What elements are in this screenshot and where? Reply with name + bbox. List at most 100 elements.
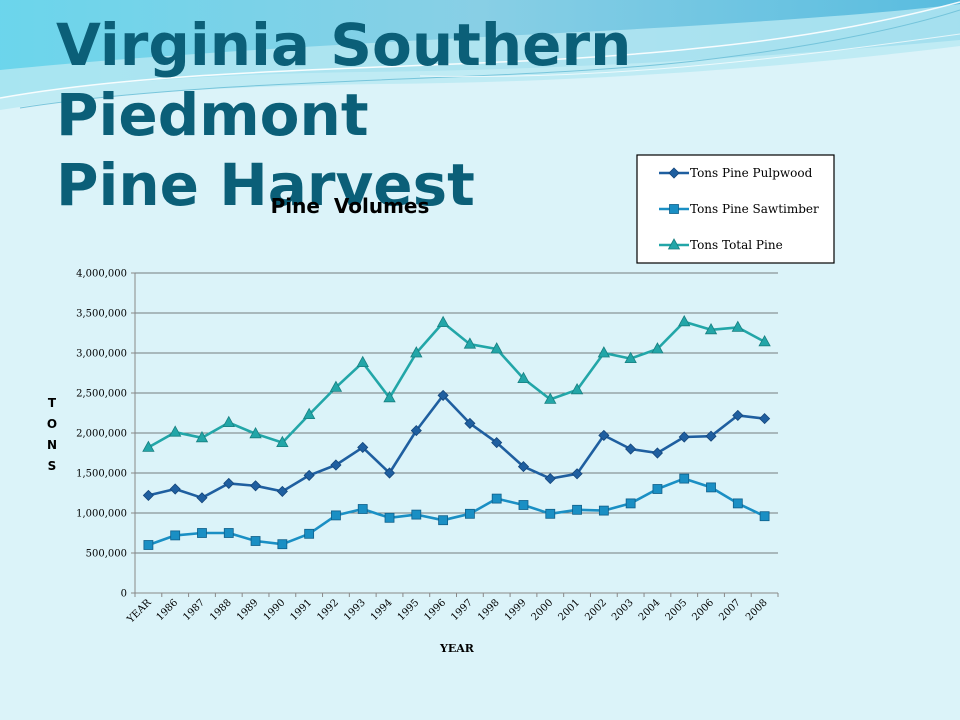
square-marker <box>464 508 475 519</box>
y-tick-label: 2,500,000 <box>76 389 127 400</box>
diamond-marker <box>169 483 181 495</box>
square-marker <box>732 498 743 509</box>
triangle-marker <box>222 415 235 427</box>
x-tick-label: 1987 <box>181 597 207 623</box>
square-marker <box>625 498 636 509</box>
y-axis-label-letter: T <box>48 396 57 410</box>
square-marker <box>759 511 770 522</box>
diamond-marker <box>651 447 664 459</box>
square-marker <box>572 504 582 515</box>
slide-title-line-1: Virginia Southern Piedmont <box>56 11 632 149</box>
square-marker <box>170 530 181 541</box>
square-marker <box>197 528 207 538</box>
y-tick-label: 500,000 <box>86 549 127 560</box>
triangle-marker <box>383 390 396 403</box>
square-marker <box>250 536 261 546</box>
series-group <box>142 314 771 550</box>
diamond-marker <box>303 469 315 481</box>
triangle-marker <box>624 351 637 363</box>
y-tick-label: 1,500,000 <box>76 469 127 480</box>
y-axis-label-letter: O <box>47 417 57 431</box>
x-tick-label: 2006 <box>690 597 716 623</box>
legend-label: Tons Total Pine <box>690 238 783 252</box>
triangle-marker <box>731 320 744 332</box>
header-wave-line-2 <box>19 9 960 109</box>
header-wave-line-3 <box>419 33 960 78</box>
triangle-marker <box>490 342 503 354</box>
header-wave-light <box>0 4 960 110</box>
x-tick-label: YEAR <box>125 597 154 626</box>
y-tick-label: 3,500,000 <box>76 309 127 320</box>
triangle-marker <box>678 314 691 327</box>
square-marker <box>143 540 154 550</box>
triangle-marker <box>544 392 557 404</box>
x-tick-label: 1993 <box>342 597 368 623</box>
legend-label: Tons Pine Sawtimber <box>690 202 819 216</box>
triangle-marker <box>329 380 343 392</box>
square-marker <box>438 515 449 526</box>
diamond-marker <box>249 480 262 492</box>
diamond-marker <box>142 489 154 501</box>
diamond-marker <box>517 461 530 473</box>
series-line <box>147 477 766 547</box>
triangle-marker <box>249 426 262 439</box>
x-axis-ticks: YEAR 1986 1987 1988 1989 1990 1991 1992 1993 1994… <box>125 593 779 626</box>
x-tick-label: 1997 <box>449 597 475 623</box>
square-marker <box>411 509 422 520</box>
y-tick-label: 2,000,000 <box>76 429 127 440</box>
square-marker <box>277 539 288 550</box>
x-axis-label: YEAR <box>439 642 475 655</box>
diamond-marker <box>196 492 208 504</box>
y-tick-label: 3,000,000 <box>76 349 127 360</box>
square-marker <box>652 484 663 494</box>
triangle-marker <box>597 346 611 358</box>
series-tons-pine-sawtimber <box>143 473 770 550</box>
square-marker <box>223 528 234 538</box>
square-marker <box>304 528 315 539</box>
square-marker <box>331 510 341 521</box>
x-tick-label: 1999 <box>503 597 529 623</box>
series-tons-pine-pulpwood <box>142 389 771 504</box>
diamond-marker <box>598 429 610 441</box>
legend-item: Tons Pine Sawtimber <box>659 202 819 216</box>
y-axis-label-letter: S <box>48 459 57 473</box>
square-marker <box>706 482 716 493</box>
x-tick-label: 2000 <box>530 597 556 623</box>
diamond-marker <box>437 389 449 401</box>
x-tick-label: 2005 <box>664 597 690 623</box>
x-tick-label: 2002 <box>583 597 609 623</box>
legend-items: Tons Pine Pulpwood Tons Pine Sawtimber Ton… <box>659 166 819 252</box>
header-wave-line-1 <box>0 1 960 99</box>
triangle-marker <box>142 440 155 452</box>
diamond-marker <box>678 431 690 443</box>
x-tick-label: 1995 <box>396 597 422 623</box>
diamond-marker <box>491 437 503 449</box>
diamond-marker <box>668 167 680 179</box>
triangle-marker <box>410 346 423 358</box>
slide-title-line-2: Pine Harvest <box>56 151 475 219</box>
series-line <box>147 320 766 449</box>
triangle-marker <box>758 334 771 347</box>
diamond-marker <box>732 409 744 421</box>
square-marker <box>598 505 609 516</box>
grid-lines <box>135 272 778 554</box>
x-tick-label: 1996 <box>422 597 448 623</box>
triangle-marker <box>436 315 450 327</box>
triangle-marker <box>651 342 664 354</box>
x-tick-label: 1989 <box>235 597 261 623</box>
diamond-marker <box>276 485 288 497</box>
triangle-marker <box>517 371 530 383</box>
square-marker <box>518 500 529 510</box>
triangle-marker <box>570 382 584 395</box>
x-tick-label: 1986 <box>155 597 181 623</box>
triangle-marker <box>704 322 718 335</box>
slide-title: Virginia Southern Piedmont Pine Harvest <box>56 10 936 220</box>
triangle-marker <box>356 355 369 367</box>
legend-item: Tons Pine Pulpwood <box>659 166 813 180</box>
y-tick-label: 1,000,000 <box>76 509 127 520</box>
x-tick-label: 1988 <box>208 597 234 623</box>
diamond-marker <box>464 417 476 429</box>
x-tick-label: 1991 <box>288 597 314 623</box>
triangle-marker <box>302 407 316 419</box>
